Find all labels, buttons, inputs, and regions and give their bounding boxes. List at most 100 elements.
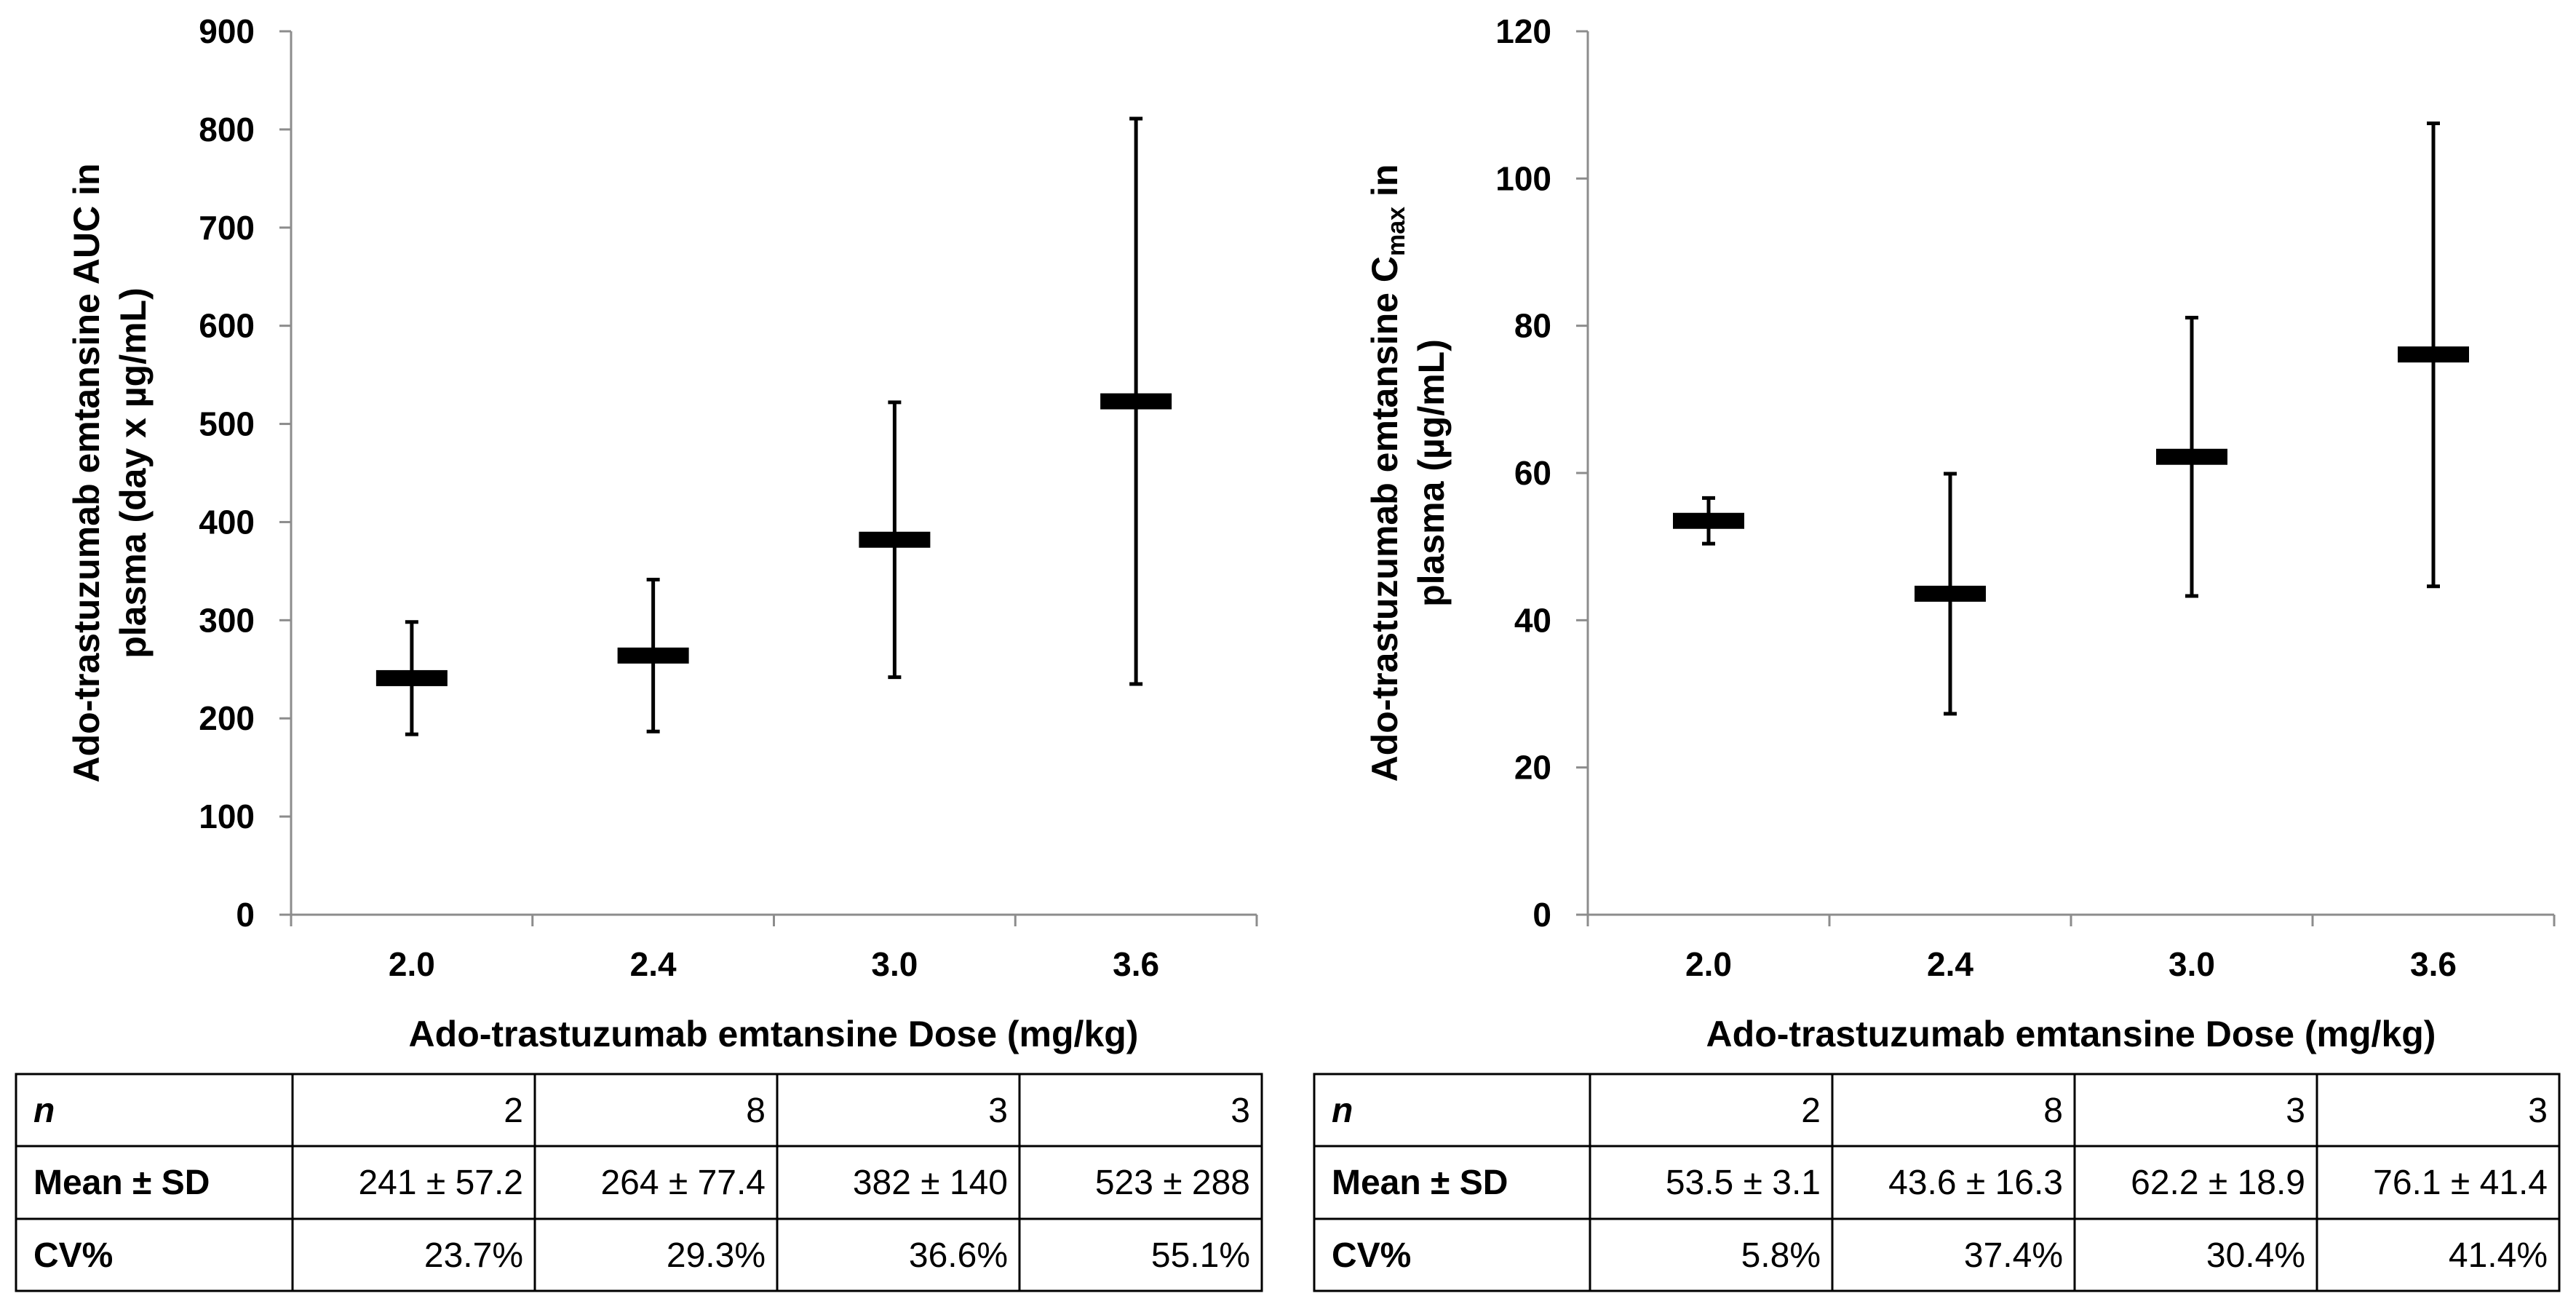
- x-tick-label: 3.0: [871, 945, 918, 983]
- x-ticks: 2.0 2.4 3.0 3.6: [290, 915, 1258, 983]
- y-tick-label: 600: [199, 307, 255, 345]
- table-cell: [776, 1145, 1021, 1220]
- y-tick-label: 500: [199, 405, 255, 443]
- y-tick-label: 100: [199, 798, 255, 835]
- table-cell: [15, 1145, 294, 1220]
- table-cell: [2315, 1145, 2561, 1220]
- table-value: 55.1%: [1151, 1236, 1250, 1275]
- table-row-label: n: [1332, 1092, 1353, 1130]
- x-axis-title: Ado-trastuzumab emtansine Dose (mg/kg): [1706, 1014, 2436, 1054]
- table-value: 37.4%: [1964, 1236, 2063, 1275]
- table-cell: [1589, 1217, 1834, 1292]
- mean-marker: [1100, 393, 1172, 410]
- y-ticks: 0 20 40 60 80 100 120: [1495, 12, 1588, 934]
- table-cell: [1831, 1145, 2076, 1220]
- x-tick-label: 2.0: [1685, 945, 1732, 983]
- table-cell: [291, 1217, 536, 1292]
- table-value: 523 ± 288: [1095, 1164, 1250, 1202]
- table-value: 264 ± 77.4: [600, 1164, 766, 1202]
- table-cell: [2073, 1145, 2318, 1220]
- table-value: 30.4%: [2206, 1236, 2305, 1275]
- table-cell: [1313, 1145, 1591, 1220]
- y-tick-label: 0: [236, 896, 255, 934]
- mean-marker: [1673, 512, 1744, 529]
- x-tick-label: 2.0: [389, 945, 435, 983]
- table-value: 8: [746, 1092, 766, 1130]
- mean-marker: [2156, 448, 2227, 465]
- cmax-summary-table: n 2 8 3 3 Mean ± SD 53.5 ± 3.1 43.6 ± 16.3 62.2 …: [1313, 1073, 2561, 1292]
- y-tick-label: 80: [1514, 307, 1551, 345]
- table-value: 2: [1801, 1092, 1821, 1130]
- mean-marker: [1915, 585, 1986, 602]
- table-cell: [2073, 1217, 2318, 1292]
- y-tick-label: 300: [199, 601, 255, 639]
- auc-summary-table: n 2 8 3 3 Mean ± SD 241 ± 57.2 264 ± 77.4 382 ± …: [15, 1073, 1263, 1292]
- y-tick-label: 20: [1514, 749, 1551, 787]
- table-row-label: CV%: [1332, 1236, 1411, 1275]
- table-cell: [1313, 1073, 1591, 1148]
- table-cell: [1589, 1145, 1834, 1220]
- y-axis-title-line2: plasma (day x µg/mL): [113, 287, 154, 659]
- table-value: 3: [2528, 1092, 2548, 1130]
- y-tick-label: 120: [1495, 12, 1551, 50]
- y-tick-label: 100: [1495, 159, 1551, 197]
- table-cell: [2315, 1073, 2561, 1148]
- x-tick-label: 3.6: [2410, 945, 2457, 983]
- x-tick-label: 3.0: [2168, 945, 2215, 983]
- table-value: 36.6%: [909, 1236, 1008, 1275]
- y-axis-title: Ado-trastuzumab emtansine AUC in: [66, 163, 107, 782]
- error-bars: [405, 116, 1143, 736]
- table-cell: [1589, 1073, 1834, 1148]
- y-tick-label: 700: [199, 209, 255, 247]
- table-row-label: n: [33, 1092, 55, 1130]
- table-row-label: Mean ± SD: [33, 1164, 210, 1202]
- table-value: 43.6 ± 16.3: [1888, 1164, 2063, 1202]
- table-value: 382 ± 140: [853, 1164, 1008, 1202]
- y-tick-label: 400: [199, 503, 255, 541]
- table-value: 76.1 ± 41.4: [2373, 1164, 2548, 1202]
- y-tick-label: 60: [1514, 454, 1551, 492]
- table-cell: [533, 1145, 779, 1220]
- mean-marker: [375, 669, 448, 686]
- y-tick-label: 900: [199, 12, 255, 50]
- table-row-label: CV%: [33, 1236, 113, 1275]
- table-cell: [533, 1073, 779, 1148]
- x-tick-label: 3.6: [1113, 945, 1159, 983]
- table-value: 23.7%: [424, 1236, 523, 1275]
- x-axis-title: Ado-trastuzumab emtansine Dose (mg/kg): [409, 1014, 1139, 1054]
- table-cell: [776, 1073, 1021, 1148]
- x-tick-label: 2.4: [1927, 945, 1973, 983]
- table-value: 41.4%: [2449, 1236, 2548, 1275]
- mean-markers: [1673, 346, 2469, 602]
- mean-marker: [617, 647, 689, 664]
- y-tick-label: 40: [1514, 601, 1551, 639]
- table-cell: [2315, 1217, 2561, 1292]
- y-axis-title-main: Ado-trastuzumab emtansine C: [1364, 256, 1405, 782]
- y-tick-label: 200: [199, 699, 255, 737]
- x-tick-label: 2.4: [630, 945, 677, 983]
- table-cell: [291, 1145, 536, 1220]
- table-value: 2: [504, 1092, 523, 1130]
- table-value: 3: [1231, 1092, 1250, 1130]
- table-value: 29.3%: [667, 1236, 766, 1275]
- table-value: 241 ± 57.2: [358, 1164, 523, 1202]
- error-bars: [1702, 121, 2440, 716]
- table-value: 8: [2043, 1092, 2063, 1130]
- table-cell: [1831, 1073, 2076, 1148]
- table-value: 3: [2286, 1092, 2305, 1130]
- table-cell: [1018, 1073, 1263, 1148]
- table-cell: [1018, 1145, 1263, 1220]
- table-cell: [1831, 1217, 2076, 1292]
- table-cell: [15, 1073, 294, 1148]
- y-tick-label: 0: [1533, 896, 1551, 934]
- table-cell: [1018, 1217, 1263, 1292]
- x-ticks: 2.0 2.4 3.0 3.6: [1586, 915, 2556, 983]
- y-axis-title-line2: plasma (µg/mL): [1411, 339, 1452, 607]
- table-value: 5.8%: [1741, 1236, 1821, 1275]
- table-cell: [2073, 1073, 2318, 1148]
- auc-chart: 0 100 200 300 400 500 600 700 800 900 2.0 2.4 3.0 3.…: [66, 12, 1258, 1054]
- y-tick-label: 800: [199, 111, 255, 148]
- table-cell: [15, 1217, 294, 1292]
- table-row-label: Mean ± SD: [1332, 1164, 1508, 1202]
